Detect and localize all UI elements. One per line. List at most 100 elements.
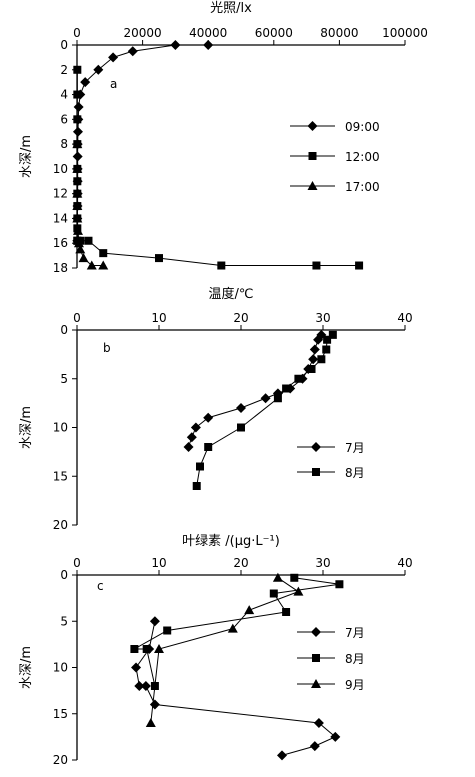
data-point [244, 605, 255, 615]
y-tick-label: 20 [53, 753, 68, 767]
data-point [73, 115, 82, 124]
legend-entry: 8月 [297, 652, 365, 666]
y-tick-label: 6 [60, 112, 68, 126]
data-point [260, 393, 271, 404]
data-point [204, 443, 213, 451]
legend-marker [311, 679, 321, 688]
y-tick-label: 5 [60, 372, 68, 386]
legend-label: 8月 [345, 652, 365, 666]
legend-marker [307, 181, 318, 190]
data-point [170, 40, 181, 50]
y-axis-title: 水深/m [19, 135, 34, 178]
legend-entry: 7月 [297, 626, 365, 640]
data-point [236, 403, 246, 413]
y-axis-title: 水深/m [19, 406, 34, 449]
y-tick-label: 16 [53, 236, 68, 250]
y-axis-title: 水深/m [19, 646, 34, 689]
series-9月 [145, 572, 304, 727]
series-17:00 [72, 139, 109, 270]
data-point [72, 201, 83, 211]
data-point [217, 261, 226, 270]
data-point [227, 623, 238, 633]
legend-marker [311, 627, 321, 637]
series-line [76, 69, 360, 267]
y-tick-label: 12 [53, 187, 68, 201]
legend-label: 12:00 [345, 150, 380, 164]
data-point [335, 580, 344, 589]
x-tick-label: 60000 [255, 26, 293, 40]
chart-panel-b: 0 10 20 30 40 0 5 10 15 20 温度/℃ 水深/m b 7月 8月 [19, 286, 413, 532]
data-point [142, 645, 151, 653]
data-point [355, 261, 364, 270]
data-point [163, 626, 172, 635]
panel-label: b [103, 341, 111, 355]
x-tick-label: 0 [73, 556, 81, 570]
y-tick-label: 18 [53, 261, 68, 275]
data-point [273, 394, 282, 403]
data-point [108, 52, 119, 63]
y-tick-label: 2 [60, 63, 68, 77]
data-point [75, 244, 86, 254]
legend-label: 7月 [345, 441, 365, 455]
legend-entry: 7月 [297, 441, 365, 455]
x-tick-label: 20000 [124, 26, 162, 40]
data-point [190, 422, 201, 433]
data-point [140, 681, 151, 691]
x-tick-label: 20 [233, 311, 248, 325]
data-point [272, 572, 283, 582]
data-point [307, 365, 316, 373]
data-point [72, 139, 83, 149]
data-point [127, 46, 138, 57]
data-point [72, 163, 83, 173]
y-tick-label: 4 [60, 88, 68, 102]
data-point [80, 77, 91, 88]
data-point [282, 384, 291, 393]
series-line [76, 44, 209, 241]
data-point [269, 589, 278, 598]
legend-label: 09:00 [345, 120, 380, 134]
series-7月 [131, 616, 341, 761]
data-point [154, 644, 164, 653]
chart-panel-a: 0 20000 40000 60000 80000 100000 0 2 4 6 8 10 12 14 16… [19, 1, 428, 275]
y-tick-label: 5 [60, 614, 68, 628]
data-point [134, 681, 145, 691]
y-tick-label: 10 [53, 421, 68, 435]
data-point [294, 374, 303, 383]
series-7月 [183, 329, 327, 452]
data-point [203, 40, 214, 50]
data-point [149, 616, 160, 627]
x-tick-label: 80000 [320, 26, 358, 40]
x-axis-title: 温度/℃ [209, 286, 254, 302]
x-tick-label: 0 [73, 311, 81, 325]
data-point [313, 718, 324, 728]
data-point [73, 238, 84, 248]
x-tick-label: 30 [315, 311, 330, 325]
y-tick-label: 0 [60, 568, 68, 582]
data-point [309, 741, 320, 752]
data-point [72, 213, 83, 223]
y-tick-label: 14 [53, 211, 68, 225]
data-point [98, 260, 109, 270]
x-tick-label: 40 [397, 556, 412, 570]
legend-label: 7月 [345, 626, 365, 640]
legend-marker [311, 442, 321, 452]
x-tick-label: 30 [315, 556, 330, 570]
legend-marker [308, 152, 317, 160]
series-8月 [192, 330, 337, 490]
data-point [183, 442, 194, 452]
data-point [149, 699, 160, 710]
legend-entry: 09:00 [290, 120, 380, 134]
y-tick-label: 10 [53, 661, 68, 675]
panel-label: a [110, 77, 117, 91]
legend-label: 8月 [345, 466, 365, 480]
data-point [131, 662, 142, 673]
y-tick-label: 20 [53, 518, 68, 532]
data-point [313, 334, 324, 345]
data-point [203, 412, 214, 423]
legend-entry: 9月 [297, 678, 365, 692]
legend-entry: 12:00 [290, 150, 380, 164]
x-tick-label: 10 [151, 556, 166, 570]
data-point [73, 90, 82, 99]
panel-label: c [97, 579, 104, 593]
